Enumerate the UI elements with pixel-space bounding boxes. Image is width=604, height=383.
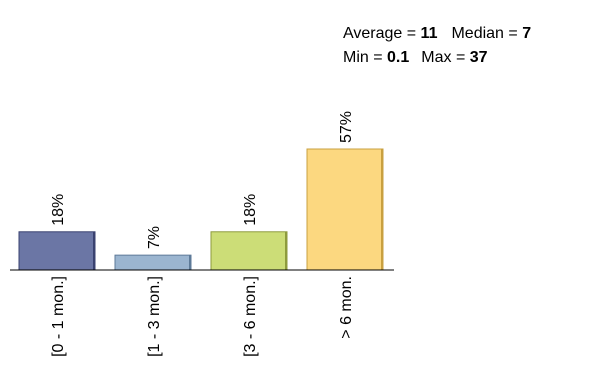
stat-average-label: Average =: [343, 25, 421, 42]
stat-median-value: 7: [522, 25, 531, 42]
stats-line-2: Min = 0.1 Max = 37: [343, 49, 488, 66]
bar-2: [210, 231, 288, 271]
bar-shadow-2: [285, 231, 287, 270]
category-label-2: [3 - 6 mon.]: [242, 276, 259, 357]
stat-min-value: 0.1: [387, 49, 409, 66]
bar-1: [114, 254, 192, 271]
value-label-1: 7%: [146, 226, 163, 249]
stats-line-1: Average = 11 Median = 7: [343, 25, 531, 42]
value-label-3: 57%: [338, 111, 355, 143]
stat-average-value: 11: [421, 25, 438, 42]
bar-shadow-3: [381, 149, 383, 270]
bar-3: [306, 148, 384, 271]
category-label-0: [0 - 1 mon.]: [50, 276, 67, 357]
category-label-1: [1 - 3 mon.]: [146, 276, 163, 357]
bar-shadow-1: [189, 255, 191, 270]
stat-median-label: Median =: [451, 25, 522, 42]
value-label-0: 18%: [50, 194, 67, 226]
stat-max-value: 37: [470, 49, 488, 66]
stat-max-label: Max =: [421, 49, 469, 66]
category-label-3: > 6 mon.: [338, 276, 355, 339]
stat-min-label: Min =: [343, 49, 387, 66]
value-label-2: 18%: [242, 194, 259, 226]
bars-group: 18% [0 - 1 mon.] 7% [1 - 3 mon.] 18% [3 - 6 m…: [18, 111, 384, 357]
bar-shadow-0: [93, 231, 95, 270]
bar-0: [18, 231, 96, 271]
